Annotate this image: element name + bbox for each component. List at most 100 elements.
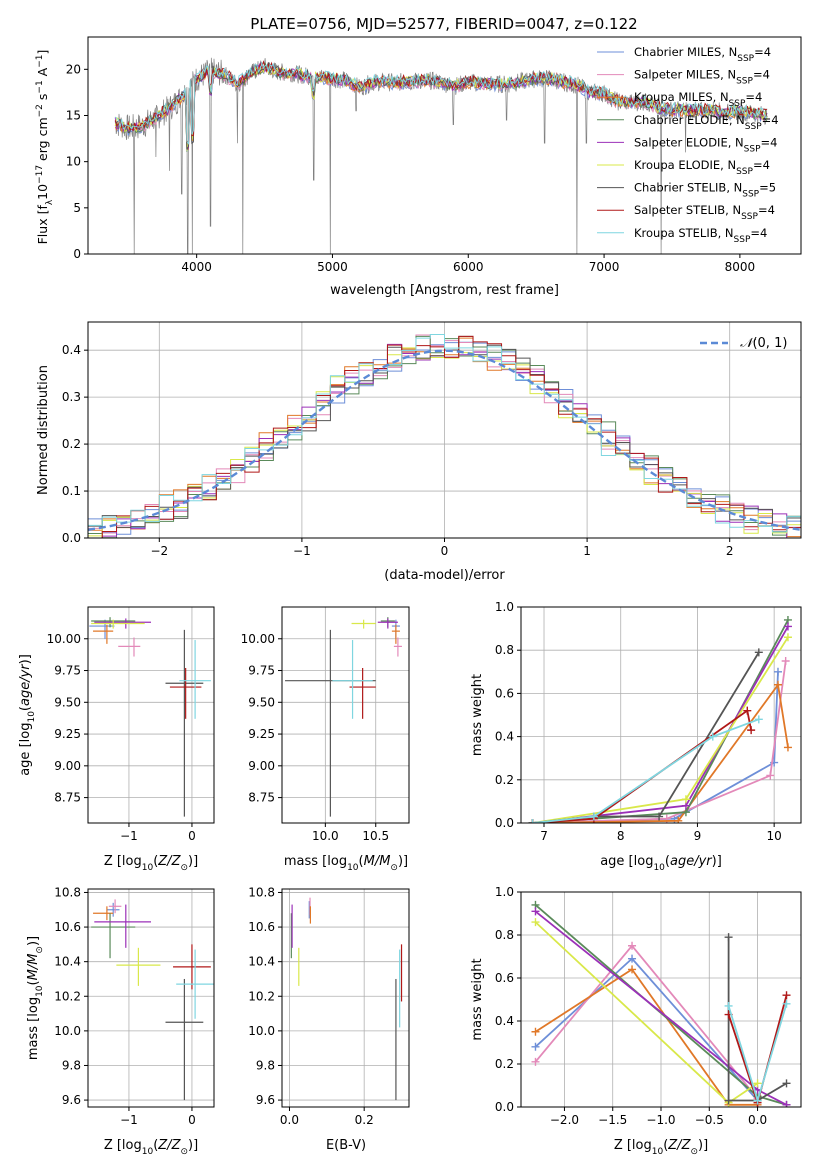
y-tick-label: 10.2	[54, 989, 81, 1003]
plus-marker	[724, 1096, 733, 1105]
chart-age-weight: 7 8 9 10 0.0 0.2 0.4 0.6 0.8 1.0 mass weight age [l…	[470, 600, 802, 873]
plus-marker	[724, 1001, 733, 1010]
plus-marker	[783, 743, 792, 752]
y-tick-label: 0.8	[495, 643, 514, 657]
y-tick-label: 0	[73, 247, 81, 261]
y-tick-label: 0.0	[495, 1100, 514, 1114]
y-tick-label: 5	[73, 201, 81, 215]
chart-residuals: −2 −1 0 1 2 0.0 0.1 0.2 0.3 0.4 (data-model)/error…	[36, 321, 802, 583]
plus-marker	[773, 667, 782, 676]
y-tick-label: 10.2	[248, 989, 275, 1003]
weight-line	[532, 660, 787, 823]
weight-line	[532, 718, 760, 823]
plus-marker	[773, 680, 782, 689]
plus-marker	[708, 732, 717, 741]
chart-mass-age: 10.0 10.5 8.75 9.00 9.25 9.50 9.75 10.00 mass [l…	[241, 606, 410, 873]
x-tick-label: 6000	[453, 260, 484, 274]
axes-frame	[87, 36, 802, 255]
y-tick-label: 0.1	[62, 484, 81, 498]
x-tick-label: 8000	[725, 260, 756, 274]
legend-label: Salpeter STELIB, NSSP=4	[634, 203, 775, 222]
legend-label: Salpeter ELODIE, NSSP=4	[634, 135, 777, 154]
y-tick-label: 1.0	[495, 885, 514, 899]
y-tick-label: 9.25	[54, 727, 81, 741]
x-tick-label: 0.0	[280, 1113, 299, 1127]
y-tick-label: 9.6	[62, 1093, 81, 1107]
plot-area	[531, 900, 791, 1107]
x-tick-label: 9	[694, 829, 702, 843]
chart-spectrum: 4000 5000 6000 7000 8000 0 5 10 15 20 wavelength […	[35, 36, 802, 298]
x-tick-label: −1.5	[598, 1113, 627, 1127]
axes: 7 8 9 10 0.0 0.2 0.4 0.6 0.8 1.0 mass weight age [l…	[470, 600, 802, 873]
x-axis-label: Z [log10(Z/Z⊙)]	[104, 854, 198, 873]
y-tick-label: 10.00	[241, 632, 275, 646]
y-tick-label: 0.2	[495, 773, 514, 787]
plus-marker	[782, 1100, 791, 1107]
plus-marker	[589, 812, 598, 821]
y-tick-label: 10.00	[47, 632, 81, 646]
plus-marker	[531, 1057, 540, 1066]
axes: 0.0 0.2 9.6 9.8 10.0 10.2 10.4 10.6 10.8 E(B-V)	[248, 885, 410, 1153]
plus-marker	[531, 1027, 540, 1036]
y-tick-label: 9.6	[256, 1093, 275, 1107]
weight-line	[535, 968, 758, 1106]
chart-z-mass: −1 0 9.6 9.8 10.0 10.2 10.4 10.6 10.8 Z [log10(Z/…	[26, 885, 215, 1157]
x-tick-label: 1	[583, 544, 591, 558]
y-axis-label: age [log10(age/yr)]	[18, 654, 37, 776]
y-tick-label: 9.50	[248, 695, 275, 709]
model-spectrum	[114, 62, 768, 150]
y-tick-label: 8.75	[248, 791, 275, 805]
plus-marker	[782, 1079, 791, 1088]
plus-marker	[628, 941, 637, 950]
y-tick-label: 10.6	[248, 920, 275, 934]
plus-marker	[674, 816, 683, 823]
plot-area	[114, 57, 768, 254]
plus-marker	[628, 954, 637, 963]
y-tick-label: 0.4	[62, 343, 81, 357]
x-tick-label: 8	[617, 829, 625, 843]
chart-z-weight: −2.0 −1.5 −1.0 −0.5 0.0 0.0 0.2 0.4 0.6 0.8 1.0 mas…	[470, 885, 802, 1157]
plus-marker	[655, 812, 664, 821]
y-tick-label: 0.3	[62, 390, 81, 404]
x-tick-label: 7	[540, 829, 548, 843]
axes-frame	[87, 888, 215, 1108]
x-axis-label: Z [log10(Z/Z⊙)]	[104, 1138, 198, 1157]
y-tick-label: 9.00	[248, 759, 275, 773]
x-tick-label: 10.5	[362, 829, 389, 843]
x-tick-label: 0.0	[748, 1113, 767, 1127]
plot-area	[91, 899, 214, 1101]
y-tick-label: 0.4	[495, 730, 514, 744]
x-tick-label: 10	[767, 829, 782, 843]
axes: −1 0 9.6 9.8 10.0 10.2 10.4 10.6 10.8 Z [log10(Z/…	[26, 885, 215, 1157]
x-tick-label: 0	[188, 1113, 196, 1127]
plus-marker	[781, 657, 790, 665]
weight-line	[727, 937, 787, 1102]
plot-area	[528, 615, 792, 823]
plus-marker	[753, 1096, 762, 1105]
y-tick-label: 10.4	[54, 955, 81, 969]
plus-marker	[681, 795, 690, 804]
legend-label: Kroupa MILES, NSSP=4	[634, 90, 762, 109]
weight-line	[532, 682, 789, 823]
legend-label: Salpeter MILES, NSSP=4	[634, 68, 770, 87]
y-tick-label: 10.6	[54, 920, 81, 934]
normal-curve	[88, 349, 801, 531]
x-tick-label: 5000	[317, 260, 348, 274]
x-tick-label: −2	[150, 544, 168, 558]
x-tick-label: 0	[188, 829, 196, 843]
y-axis-label: mass weight	[470, 958, 485, 1040]
x-tick-label: −1	[293, 544, 311, 558]
x-tick-label: −1	[120, 1113, 138, 1127]
axes: −2.0 −1.5 −1.0 −0.5 0.0 0.0 0.2 0.4 0.6 0.8 1.0 mas…	[470, 885, 802, 1157]
y-tick-label: 10.8	[248, 885, 275, 899]
plus-marker	[628, 965, 637, 974]
y-tick-label: 10.0	[54, 1024, 81, 1038]
plus-marker	[753, 1079, 762, 1088]
y-tick-label: 9.50	[54, 695, 81, 709]
plus-marker	[783, 633, 792, 642]
x-axis-label: (data-model)/error	[384, 568, 505, 583]
y-tick-label: 9.25	[248, 727, 275, 741]
plus-marker	[766, 771, 775, 780]
axes: −1 0 8.75 9.00 9.25 9.50 9.75 10.00 Z [log10(Z/Z…	[18, 606, 215, 873]
plus-marker	[531, 907, 540, 916]
